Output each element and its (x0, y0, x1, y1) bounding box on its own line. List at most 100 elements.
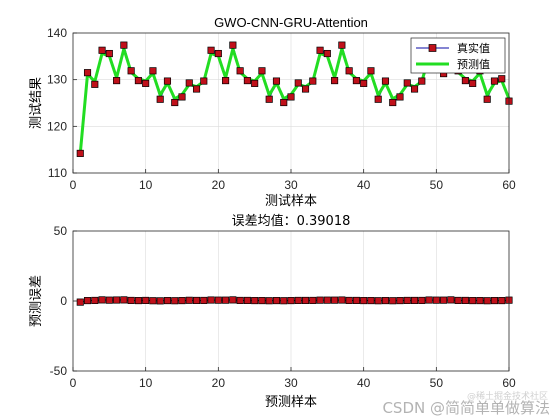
data-point (120, 41, 128, 49)
data-point (316, 46, 324, 54)
y-tick-label: 0 (60, 294, 67, 308)
data-point (280, 98, 288, 107)
error-point (331, 296, 339, 304)
top-tick-labels: 0 10 20 30 40 50 60 110 120 130 140 (47, 26, 516, 192)
data-point (149, 67, 157, 75)
error-point (352, 296, 360, 304)
data-point (127, 67, 135, 75)
error-point (418, 296, 426, 304)
y-tick-label: 110 (48, 166, 67, 180)
top-y-axis-label: 测试结果 (29, 77, 44, 129)
error-point (76, 298, 84, 306)
x-tick-label: 20 (212, 178, 226, 192)
legend-box (410, 37, 506, 74)
legend-label-actual: 真实值 (457, 41, 490, 55)
data-point (105, 49, 113, 58)
y-tick-label: -50 (50, 364, 68, 378)
data-point (331, 77, 339, 85)
x-tick-label: 60 (502, 376, 516, 390)
error-point (490, 297, 499, 305)
error-point (483, 297, 491, 305)
data-point (113, 77, 121, 85)
error-point (200, 296, 208, 304)
y-tick-label: 120 (47, 119, 67, 133)
error-point (214, 296, 222, 304)
data-point (163, 77, 172, 85)
data-point (243, 77, 251, 85)
error-point (432, 296, 440, 304)
x-tick-label: 20 (212, 376, 226, 390)
data-point (98, 46, 106, 54)
error-point (403, 296, 411, 304)
error-point (91, 296, 99, 304)
y-tick-label: 130 (47, 73, 67, 87)
data-point (192, 85, 201, 93)
x-tick-label: 0 (70, 178, 77, 192)
data-point (258, 67, 266, 75)
error-point (469, 297, 477, 305)
error-point (98, 296, 106, 304)
data-point (214, 49, 222, 58)
data-point (469, 79, 477, 87)
x-tick-label: 40 (357, 178, 371, 192)
data-point (490, 77, 499, 85)
data-point (483, 95, 491, 103)
x-tick-label: 30 (284, 178, 298, 192)
error-point (258, 297, 266, 305)
y-tick-label: 140 (47, 26, 67, 40)
error-point (243, 296, 251, 304)
error-point (454, 296, 462, 304)
error-point (338, 296, 346, 304)
top-chart: 0 10 20 30 40 50 60 110 120 130 140 GWO-CNN-GRU-At… (29, 15, 516, 209)
error-point (280, 297, 288, 305)
error-point (265, 297, 273, 305)
data-point (410, 85, 419, 93)
data-point (360, 79, 368, 87)
data-point (236, 67, 244, 75)
error-point (171, 297, 179, 305)
error-point (229, 296, 237, 304)
error-point (272, 297, 281, 305)
data-point (418, 77, 426, 85)
x-tick-label: 10 (139, 376, 153, 390)
error-point (207, 296, 215, 304)
error-point (156, 297, 164, 305)
error-point (127, 296, 135, 304)
error-point (149, 297, 157, 305)
data-point (178, 93, 186, 101)
error-point (410, 296, 419, 304)
data-point (185, 79, 193, 87)
bottom-x-axis-label: 预测样本 (265, 395, 317, 410)
top-x-axis-label: 测试样本 (265, 194, 317, 209)
legend-marker-actual (428, 44, 437, 52)
bottom-series (76, 296, 513, 306)
error-point (251, 297, 259, 305)
error-point (374, 297, 382, 305)
bottom-y-axis-label: 预测误差 (29, 275, 44, 327)
legend-label-predicted: 预测值 (457, 58, 490, 71)
data-point (461, 77, 469, 85)
error-point (83, 297, 92, 305)
data-point (222, 77, 230, 85)
top-axes-box (72, 32, 510, 174)
data-point (301, 85, 310, 93)
watermark-sub-text: @稀土掘金技术社区 (466, 392, 548, 402)
error-point (389, 297, 397, 305)
x-tick-label: 50 (430, 376, 444, 390)
data-point (294, 79, 302, 87)
x-tick-label: 40 (357, 376, 371, 390)
x-tick-label: 60 (502, 178, 516, 192)
bottom-chart-title: 误差均值：0.39018 (232, 213, 351, 229)
error-point (287, 297, 295, 305)
error-point (163, 297, 172, 305)
error-point (498, 297, 506, 305)
data-point (352, 77, 360, 85)
error-point (120, 296, 128, 304)
data-point (76, 149, 84, 157)
error-point (316, 296, 324, 304)
error-point (222, 296, 230, 304)
watermark: CSDN @简简单单做算法 (382, 397, 550, 418)
